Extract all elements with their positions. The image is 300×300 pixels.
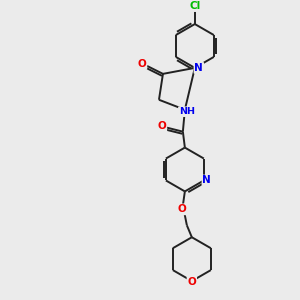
Text: Cl: Cl xyxy=(189,1,200,11)
Text: N: N xyxy=(202,176,211,185)
Text: O: O xyxy=(188,277,196,287)
Text: O: O xyxy=(138,59,146,69)
Text: O: O xyxy=(158,121,166,131)
Text: N: N xyxy=(194,63,203,73)
Text: O: O xyxy=(178,204,186,214)
Text: NH: NH xyxy=(179,107,195,116)
